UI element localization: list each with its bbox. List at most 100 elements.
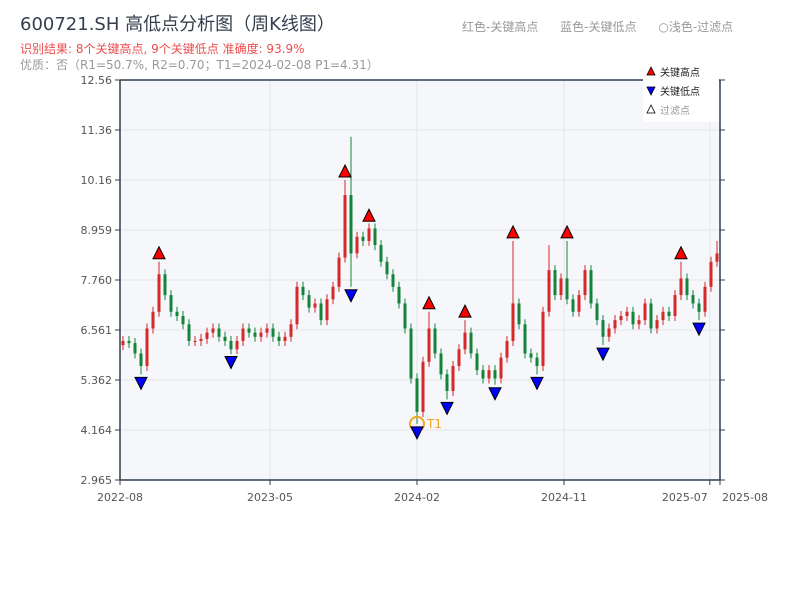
key-low-marker xyxy=(692,322,706,337)
candle-body xyxy=(439,353,443,375)
candle-body xyxy=(607,328,611,337)
legend-low-icon xyxy=(646,86,656,96)
y-tick-label: 8.959 xyxy=(81,224,113,237)
candle-body xyxy=(619,315,623,321)
candle-body xyxy=(211,328,215,333)
candle-body xyxy=(367,228,371,241)
key-low-marker xyxy=(344,289,358,303)
key-low-marker xyxy=(410,426,424,441)
candle-body xyxy=(451,365,455,391)
key-high-marker xyxy=(560,224,574,239)
key-high-marker xyxy=(422,295,436,310)
candle-body xyxy=(151,311,155,329)
candle-body xyxy=(469,332,473,354)
candle-body xyxy=(487,370,491,379)
candle-body xyxy=(601,320,605,337)
key-high-marker xyxy=(506,224,520,239)
candle-body xyxy=(433,328,437,354)
candle-body xyxy=(703,286,707,312)
candle-body xyxy=(247,328,251,333)
result-text: 识别结果: 8个关键高点, 9个关键低点 准确度: 93.9% xyxy=(20,42,305,56)
key-low-marker xyxy=(596,347,610,362)
candle-body xyxy=(427,328,431,362)
candle-body xyxy=(193,340,197,342)
candle-body xyxy=(301,286,305,296)
key-low-marker xyxy=(224,355,238,370)
candle-body xyxy=(271,328,275,337)
candle-body xyxy=(277,336,281,341)
key-high-marker xyxy=(362,208,376,222)
y-tick-label: 12.56 xyxy=(81,74,113,87)
y-tick-label: 6.561 xyxy=(81,324,113,337)
candle-body xyxy=(379,245,383,262)
candle-body xyxy=(229,340,233,350)
candle-body xyxy=(547,270,551,312)
candle-body xyxy=(631,311,635,325)
candle-body xyxy=(481,370,485,379)
candle-body xyxy=(421,361,425,412)
candle-body xyxy=(685,278,689,296)
candle-body xyxy=(457,349,461,366)
candle-body xyxy=(163,274,167,296)
candle-body xyxy=(145,328,149,366)
candle-body xyxy=(577,295,581,312)
legend-light: ○浅色-过滤点 xyxy=(658,20,734,34)
key-high-marker xyxy=(674,245,688,260)
candle-body xyxy=(673,295,677,316)
candle-body xyxy=(661,311,665,321)
candle-body xyxy=(595,303,599,321)
candle-body xyxy=(709,261,713,287)
candle-body xyxy=(199,338,203,341)
x-tick-label: 2024-02 xyxy=(394,491,440,504)
candle-body xyxy=(571,299,575,312)
candle-body xyxy=(127,340,131,344)
candle-body xyxy=(235,340,239,350)
candle-body xyxy=(133,343,137,354)
candle-body xyxy=(415,378,419,412)
candle-body xyxy=(409,328,413,379)
candle-body xyxy=(499,357,503,379)
candle-body xyxy=(655,320,659,329)
y-tick-label: 4.164 xyxy=(81,424,113,437)
key-high-marker xyxy=(338,163,352,178)
candle-body xyxy=(295,286,299,325)
candle-body xyxy=(157,274,161,312)
candle-body xyxy=(553,270,557,296)
candle-body xyxy=(223,336,227,341)
candle-body xyxy=(523,324,527,354)
color-legend: 红色-关键高点 蓝色-关键低点 ○浅色-过滤点 xyxy=(462,18,733,35)
candle-body xyxy=(319,303,323,321)
candle-body xyxy=(265,328,269,333)
candle-body xyxy=(397,286,401,304)
candle-body xyxy=(205,332,209,339)
legend-high-label: 关键高点 xyxy=(660,66,700,79)
candle-body xyxy=(187,324,191,341)
candle-body xyxy=(583,270,587,296)
candle-body xyxy=(637,320,641,325)
candle-body xyxy=(181,315,185,325)
candle-body xyxy=(253,332,257,337)
candle-body xyxy=(283,336,287,341)
legend-filtered-label: 过滤点 xyxy=(660,104,690,117)
candle-body xyxy=(325,299,329,321)
legend-box xyxy=(643,64,719,122)
legend-filtered-icon xyxy=(646,104,656,114)
candle-body xyxy=(565,278,569,300)
candle-body xyxy=(343,195,347,258)
candle-body xyxy=(559,278,563,296)
candle-body xyxy=(541,311,545,366)
candle-body xyxy=(517,303,521,325)
candle-body xyxy=(505,340,509,358)
candle-body xyxy=(667,311,671,316)
key-low-marker xyxy=(488,387,502,401)
x-tick-label: 2025-07 xyxy=(662,491,708,504)
candle-body xyxy=(121,340,125,346)
x-tick-label: 2024-11 xyxy=(541,491,587,504)
candle-body xyxy=(403,303,407,329)
legend-high-icon xyxy=(646,66,656,76)
candle-body xyxy=(355,236,359,254)
y-tick-label: 11.36 xyxy=(81,124,113,137)
chart-title: 600721.SH 高低点分析图（周K线图） xyxy=(20,14,335,35)
candle-body xyxy=(331,286,335,300)
key-low-marker xyxy=(440,401,454,416)
